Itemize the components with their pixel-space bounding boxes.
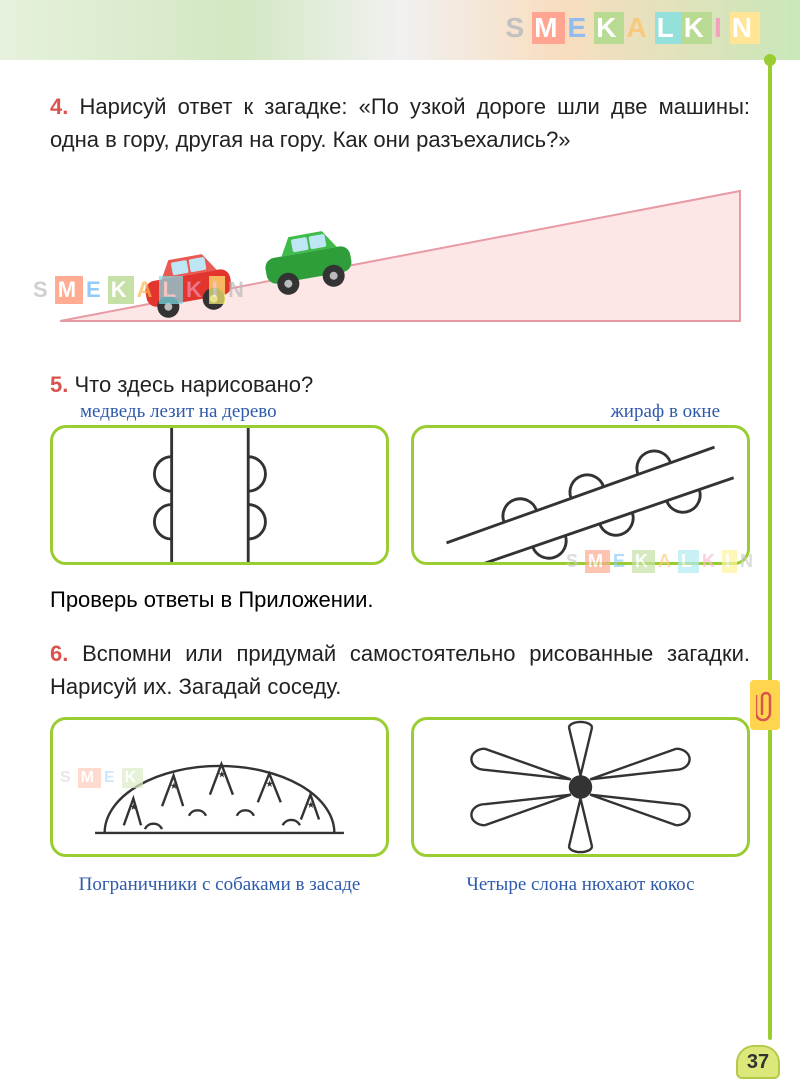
paperclip-icon	[750, 680, 780, 730]
task-4-text: 4. Нарисуй ответ к загадке: «По узкой до…	[50, 90, 750, 156]
giraffe-window-svg	[414, 428, 747, 562]
elephants-svg	[414, 720, 747, 854]
svg-text:★: ★	[170, 781, 179, 792]
page-content: 4. Нарисуй ответ к загадке: «По узкой до…	[0, 60, 800, 940]
page-number-value: 37	[747, 1051, 769, 1074]
task-6: 6. Вспомни или придумай самостоятельно р…	[50, 637, 750, 898]
task-5: 5. Что здесь нарисовано? медведь лезит н…	[50, 368, 750, 565]
svg-text:★: ★	[218, 769, 227, 780]
watermark-mid-3: SMEK	[57, 768, 143, 788]
check-answers-text: Проверь ответы в Приложении.	[50, 587, 750, 613]
task-4: 4. Нарисуй ответ к загадке: «По узкой до…	[50, 90, 750, 346]
bear-tree-svg	[53, 428, 386, 562]
task-5-panel-2	[411, 425, 750, 565]
task-5-text: 5. Что здесь нарисовано?	[50, 368, 750, 401]
task-6-body: Вспомни или придумай самостоятельно рисо…	[50, 641, 750, 699]
watermark-mid-1: SMEKALKIN	[30, 276, 251, 304]
task-5-body: Что здесь нарисовано?	[74, 372, 313, 397]
task-5-panel-1	[50, 425, 389, 565]
svg-text:★: ★	[130, 802, 139, 813]
task-4-illustration: SMEKALKIN	[50, 166, 750, 346]
task-4-body: Нарисуй ответ к загадке: «По узкой дорог…	[50, 94, 750, 152]
svg-text:★: ★	[307, 800, 316, 811]
task-6-caption-2: Четыре слона нюхают кокос	[411, 873, 750, 898]
task-5-answer-2: жираф в окне	[611, 401, 720, 423]
task-6-panel-2	[411, 717, 750, 857]
watermark-mid-2: SMEKALKIN	[563, 550, 760, 573]
task-6-caption-1: Пограничники с собаками в засаде	[50, 873, 389, 898]
task-6-number: 6.	[50, 641, 68, 666]
header-background: SMEKALKIN	[0, 0, 800, 60]
task-6-panel-1: ★ ★ ★ ★ ★ SMEK	[50, 717, 389, 857]
task-5-answer-1: медведь лезит на дерево	[80, 401, 277, 423]
task-5-number: 5.	[50, 372, 68, 397]
page-number: 37	[736, 1045, 780, 1079]
task-4-number: 4.	[50, 94, 68, 119]
watermark-top: SMEKALKIN	[503, 12, 760, 44]
task-5-answers: медведь лезит на дерево жираф в окне	[50, 401, 750, 425]
road-svg	[50, 166, 750, 346]
task-5-panels	[50, 425, 750, 565]
task-6-captions: Пограничники с собаками в засаде Четыре …	[50, 867, 750, 898]
task-6-text: 6. Вспомни или придумай самостоятельно р…	[50, 637, 750, 703]
task-6-panels: ★ ★ ★ ★ ★ SMEK	[50, 717, 750, 857]
svg-text:★: ★	[265, 779, 274, 790]
